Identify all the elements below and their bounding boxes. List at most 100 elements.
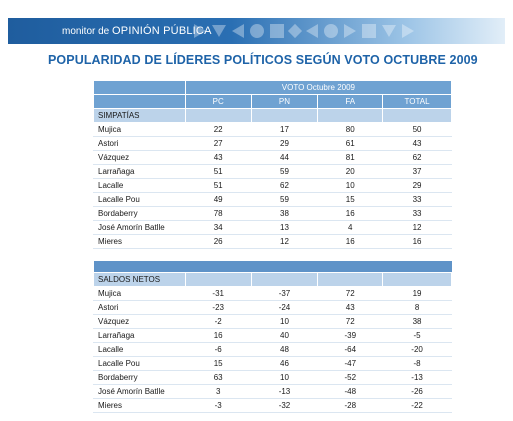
value-cell: 59 [250,164,319,179]
square-icon [270,24,284,38]
leader-name: José Amorín Batlle [93,384,186,399]
table-row: Vázquez -2 10 72 38 [93,314,452,329]
value-cell: 78 [184,206,252,221]
value-cell: -48 [317,384,384,399]
value-cell: 19 [382,286,452,301]
table-row: Mieres 26 12 16 16 [93,234,452,249]
triangle-left-icon [232,24,244,38]
value-cell: 37 [382,164,452,179]
value-cell: 63 [184,370,252,385]
value-cell: 29 [250,136,319,151]
column-header: FA [317,94,384,109]
section-empty-cell [184,272,252,287]
value-cell: 44 [250,150,319,165]
decorative-shapes [194,22,414,40]
leader-name: Bordaberry [93,370,186,385]
leader-name: Vázquez [93,314,186,329]
triangle-down-icon [382,25,396,37]
section-divider [93,260,452,273]
square-icon [362,24,376,38]
column-header: PC [184,94,252,109]
section-empty-cell [184,108,252,123]
leader-name: Mieres [93,398,186,413]
value-cell: 51 [184,178,252,193]
value-cell: -24 [250,300,319,315]
value-cell: -32 [250,398,319,413]
value-cell: 10 [250,370,319,385]
value-cell: 15 [184,356,252,371]
triangle-left-icon [306,24,318,38]
value-cell: 16 [184,328,252,343]
value-cell: 38 [250,206,319,221]
section-empty-cell [382,272,452,287]
leader-name: Mujica [93,286,186,301]
value-cell: 51 [184,164,252,179]
table-row: Mujica 22 17 80 50 [93,122,452,137]
value-cell: 27 [184,136,252,151]
circle-icon [250,24,264,38]
value-cell: 61 [317,136,384,151]
value-cell: 12 [250,234,319,249]
leader-name: Lacalle Pou [93,356,186,371]
banner-prefix: monitor de [62,26,113,37]
value-cell: 72 [317,314,384,329]
triangle-down-icon [212,25,226,37]
leader-name: Astori [93,300,186,315]
value-cell: -6 [184,342,252,357]
diamond-icon [287,23,303,39]
value-cell: 20 [317,164,384,179]
triangle-right-icon [194,24,206,38]
value-cell: 4 [317,220,384,235]
value-cell: 33 [382,206,452,221]
value-cell: 16 [382,234,452,249]
value-cell: -26 [382,384,452,399]
table-row: Lacalle 51 62 10 29 [93,178,452,193]
popularity-table: VOTO Octubre 2009 PC PN FA TOTAL SIMPATÍAS Muj… [93,80,453,413]
leader-name: Mieres [93,234,186,249]
banner-brand: monitor de OPINIÓN PÚBLICA [62,25,212,37]
value-cell: 72 [317,286,384,301]
table-row: Bordaberry 63 10 -52 -13 [93,370,452,385]
value-cell: -31 [184,286,252,301]
section-header-row: SALDOS NETOS [93,272,452,287]
leader-name: Astori [93,136,186,151]
value-cell: 34 [184,220,252,235]
value-cell: 43 [184,150,252,165]
value-cell: 33 [382,192,452,207]
page-title: POPULARIDAD DE LÍDERES POLÍTICOS SEGÚN V… [48,53,478,67]
column-header: PN [250,94,319,109]
section-spacer [93,248,452,261]
value-cell: -37 [250,286,319,301]
value-cell: -3 [184,398,252,413]
table-row: José Amorín Batlle 3 -13 -48 -26 [93,384,452,399]
header-banner: monitor de OPINIÓN PÚBLICA [8,18,505,44]
section-empty-cell [317,272,384,287]
triangle-right-icon [344,24,356,38]
table-row: Larrañaga 51 59 20 37 [93,164,452,179]
table-row: José Amorín Batlle 34 13 4 12 [93,220,452,235]
section-label: SIMPATÍAS [93,108,186,123]
leader-name: Lacalle Pou [93,192,186,207]
value-cell: 40 [250,328,319,343]
table-row: Astori -23 -24 43 8 [93,300,452,315]
value-cell: -13 [250,384,319,399]
value-cell: 50 [382,122,452,137]
value-cell: -22 [382,398,452,413]
value-cell: -2 [184,314,252,329]
header-blank-cell [93,94,186,109]
value-cell: -39 [317,328,384,343]
leader-name: Bordaberry [93,206,186,221]
value-cell: 8 [382,300,452,315]
table-row: Lacalle -6 48 -64 -20 [93,342,452,357]
value-cell: 38 [382,314,452,329]
leader-name: Lacalle [93,342,186,357]
value-cell: 16 [317,206,384,221]
value-cell: 17 [250,122,319,137]
table-row: Bordaberry 78 38 16 33 [93,206,452,221]
banner-brand-name: OPINIÓN PÚBLICA [112,25,212,37]
leader-name: Lacalle [93,178,186,193]
table-row: Astori 27 29 61 43 [93,136,452,151]
value-cell: 46 [250,356,319,371]
leader-name: Larrañaga [93,164,186,179]
table-row: Mieres -3 -32 -28 -22 [93,398,452,413]
